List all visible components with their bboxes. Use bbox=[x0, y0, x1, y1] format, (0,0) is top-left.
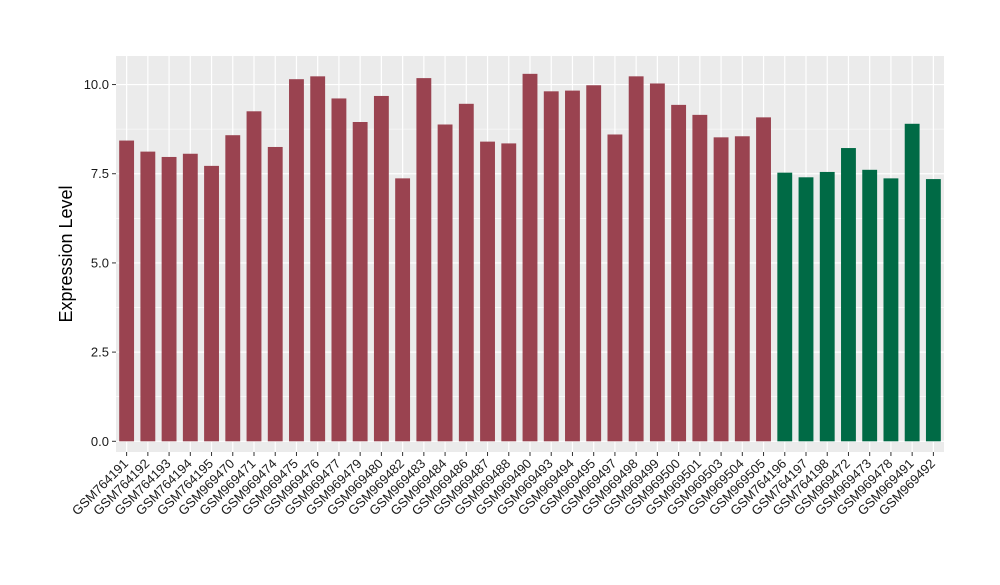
bar-gsm969493 bbox=[543, 91, 559, 442]
bar-gsm969474 bbox=[267, 146, 283, 442]
bar-gsm764192 bbox=[140, 151, 156, 442]
bar-gsm764191 bbox=[119, 140, 135, 442]
bar-gsm969488 bbox=[501, 143, 517, 442]
y-tick-label: 10.0 bbox=[84, 77, 109, 92]
y-axis-label: Expression Level bbox=[56, 185, 76, 322]
bar-gsm969504 bbox=[734, 136, 750, 442]
bar-gsm969500 bbox=[671, 104, 687, 442]
bar-gsm764197 bbox=[798, 177, 814, 442]
bar-gsm764194 bbox=[182, 153, 198, 442]
y-axis: 0.0 2.5 5.0 7.5 10.0 bbox=[84, 77, 116, 449]
bar-gsm969499 bbox=[649, 83, 665, 442]
bar-gsm969471 bbox=[246, 111, 262, 442]
bar-gsm764195 bbox=[204, 165, 219, 442]
bar-gsm969498 bbox=[628, 76, 644, 442]
bar-gsm969480 bbox=[373, 95, 389, 442]
bar-gsm969501 bbox=[692, 114, 708, 442]
x-axis: GSM764191GSM764192GSM764193GSM764194GSM7… bbox=[69, 452, 938, 518]
bar-gsm764198 bbox=[819, 171, 835, 442]
y-tick-label: 7.5 bbox=[91, 166, 109, 181]
bar-gsm969486 bbox=[458, 103, 474, 442]
bar-gsm969478 bbox=[883, 178, 899, 442]
bar-gsm969470 bbox=[225, 135, 241, 442]
bar-gsm969492 bbox=[925, 179, 941, 442]
bar-gsm969482 bbox=[395, 178, 411, 442]
bar-gsm969490 bbox=[522, 73, 538, 442]
bar-gsm969476 bbox=[310, 76, 326, 442]
bar-gsm969477 bbox=[331, 98, 347, 442]
bar-gsm764193 bbox=[161, 156, 177, 442]
bar-gsm969491 bbox=[904, 123, 920, 442]
bar-gsm969473 bbox=[862, 169, 878, 442]
bar-gsm969487 bbox=[480, 141, 495, 442]
bar-gsm969503 bbox=[713, 137, 729, 442]
y-tick-label: 5.0 bbox=[91, 255, 109, 270]
bar-gsm969483 bbox=[416, 78, 432, 442]
bar-gsm969495 bbox=[586, 85, 602, 442]
y-tick-label: 0.0 bbox=[91, 434, 109, 449]
bar-gsm969472 bbox=[841, 148, 856, 442]
bar-gsm969494 bbox=[565, 90, 580, 442]
bar-gsm969484 bbox=[437, 124, 453, 442]
bar-gsm969497 bbox=[607, 134, 623, 442]
bar-gsm764196 bbox=[777, 172, 793, 442]
bar-gsm969475 bbox=[289, 79, 304, 442]
bar-gsm969505 bbox=[756, 117, 771, 442]
bars bbox=[119, 73, 941, 442]
bar-gsm969479 bbox=[352, 122, 368, 442]
y-tick-label: 2.5 bbox=[91, 345, 109, 360]
